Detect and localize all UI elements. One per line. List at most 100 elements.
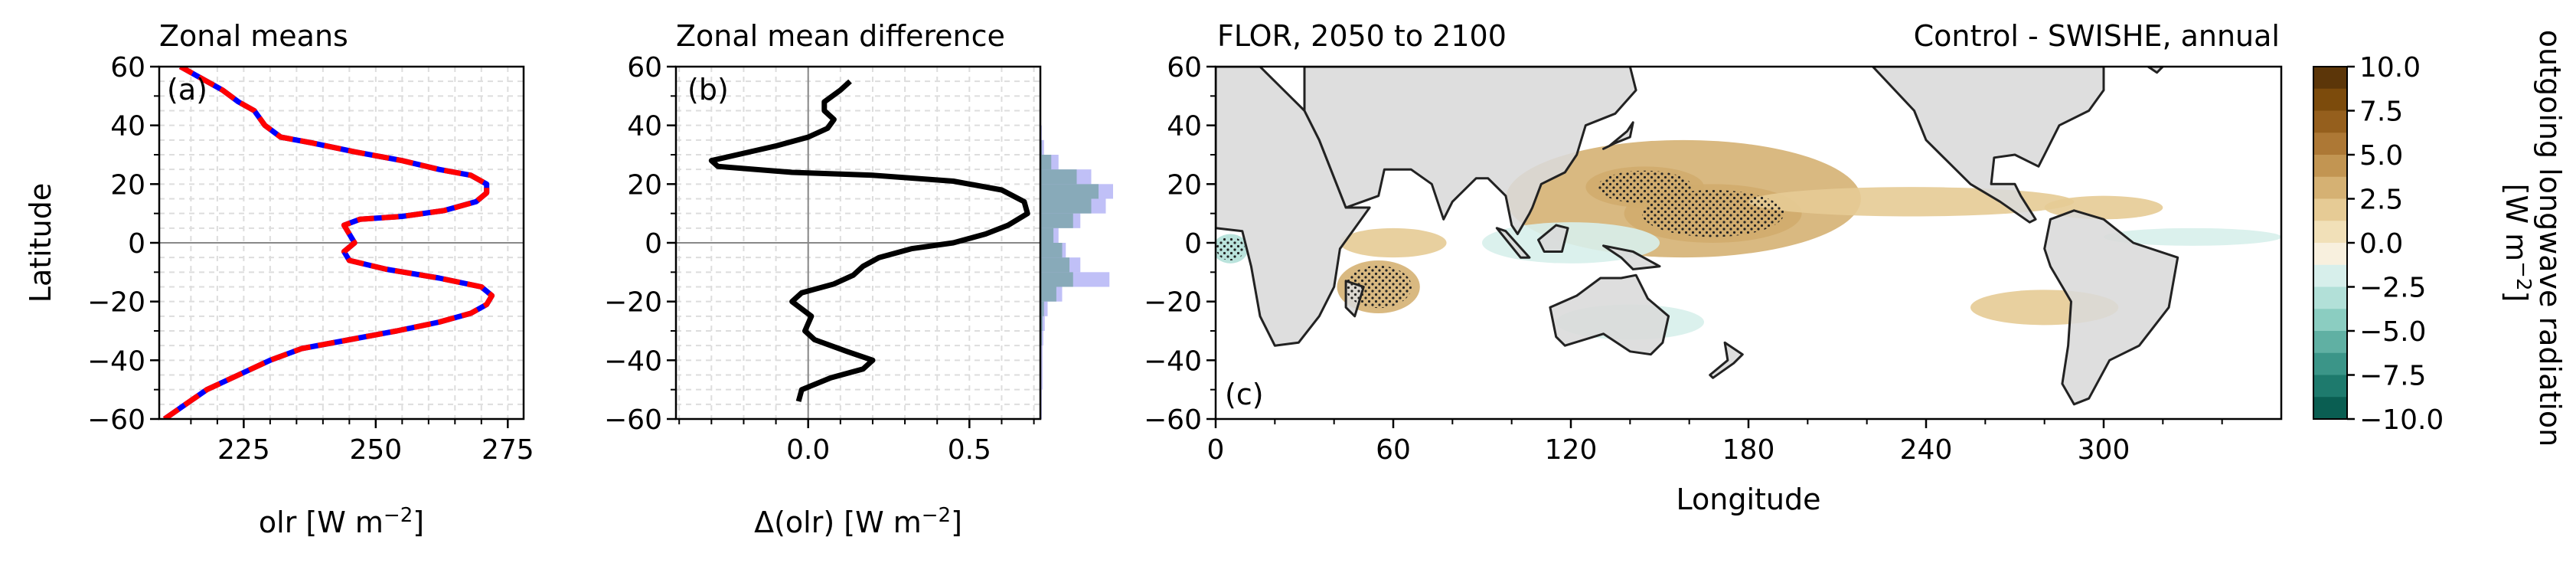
colorbar-cell — [2313, 88, 2347, 112]
panel-a-title: Zonal means — [159, 19, 348, 53]
panel-a-ylabel: Latitude — [24, 183, 57, 303]
histogram-bar-gray — [1040, 155, 1052, 170]
histogram-bar-gray — [1040, 169, 1077, 185]
significance-stippling — [1345, 265, 1412, 309]
y-tick-label: 40 — [1167, 111, 1202, 142]
panel-b: 0.0 0.5 −60 −40 −20 0 20 40 60 Zonal mean differ… — [604, 19, 1113, 539]
x-tick-label: 120 — [1545, 434, 1598, 466]
colorbar-cell — [2313, 243, 2347, 266]
panel-c-ticks: 0 60 120 180 240 300 −60 −40 −20 0 20 40 60 — [1144, 52, 2223, 466]
x-tick-label: 180 — [1722, 434, 1775, 466]
difference-line-1 — [708, 79, 1030, 402]
panel-a-xlabel-tail: ] — [413, 506, 424, 539]
y-tick-label: 40 — [627, 111, 662, 142]
x-tick-label: 275 — [482, 434, 534, 466]
colorbar-tick-label: 5.0 — [2359, 140, 2403, 172]
series-line-2 — [162, 67, 495, 419]
colorbar-tick-label: 0.0 — [2359, 228, 2403, 260]
colorbar-cell — [2313, 286, 2347, 309]
x-tick-label: 0 — [1207, 434, 1225, 466]
y-tick-label: −60 — [1144, 404, 1202, 436]
panel-c: 0 60 120 180 240 300 −60 −40 −20 0 20 40 60 FLOR, 20… — [1144, 19, 2283, 516]
histogram-bar-gray — [1040, 257, 1069, 273]
panel-b-histogram — [1040, 125, 1113, 419]
negative-anomaly — [2104, 227, 2281, 246]
landmass-sumatra — [1495, 227, 1531, 259]
colorbar-tick-label: 10.0 — [2359, 52, 2421, 83]
histogram-bar-gray — [1040, 243, 1063, 258]
x-tick-label: 0.0 — [786, 434, 830, 466]
panel-c-title-left: FLOR, 2050 to 2100 — [1217, 19, 1507, 53]
map-land — [1216, 67, 2179, 406]
panel-b-grid — [676, 67, 1040, 419]
y-tick-label: 20 — [627, 169, 662, 201]
x-tick-label: 240 — [1900, 434, 1953, 466]
colorbar-cell — [2313, 221, 2347, 244]
colorbar-cell — [2313, 397, 2347, 420]
landmass-australia — [1549, 273, 1670, 356]
colorbar: 10.0 7.5 5.0 2.5 0.0 −2.5 −5.0 −7.5 −10.0 outgoi… — [2313, 30, 2567, 457]
histogram-bar-gray — [1040, 286, 1056, 302]
colorbar-cell — [2313, 155, 2347, 178]
colorbar-cell — [2313, 352, 2347, 376]
y-tick-label: 20 — [1167, 169, 1202, 201]
x-tick-label: 0.5 — [948, 434, 991, 466]
colorbar-label: outgoing longwave radiation [W m−2] — [2499, 30, 2567, 457]
landmass-greenland-edge — [2147, 67, 2164, 74]
colorbar-cell — [2313, 67, 2347, 90]
colorbar-tick-label: 7.5 — [2359, 97, 2403, 128]
landmass-south-america — [2043, 209, 2179, 406]
colorbar-label-line2: [W m−2] — [2499, 184, 2535, 303]
colorbar-label-line2-tail: ] — [2499, 291, 2533, 303]
y-tick-label: 60 — [1167, 52, 1202, 83]
panel-c-label: (c) — [1225, 378, 1264, 411]
colorbar-cell — [2313, 133, 2347, 155]
panel-b-ticks: 0.0 0.5 −60 −40 −20 0 20 40 60 — [604, 52, 1035, 466]
panel-a-xlabel-main: olr [W m — [259, 506, 384, 539]
histogram-bar-blue — [1040, 360, 1043, 375]
panel-a-xlabel: olr [W m−2] — [259, 504, 424, 539]
y-tick-label: −60 — [87, 404, 145, 436]
panel-b-xlabel-tail: ] — [951, 506, 962, 539]
panel-b-xlabel-main: Δ(olr) [W m — [754, 506, 922, 539]
colorbar-tick-label: −7.5 — [2359, 361, 2426, 392]
y-tick-label: 0 — [645, 228, 662, 260]
significance-stippling — [1641, 189, 1784, 237]
colorbar-tick-label: −2.5 — [2359, 273, 2426, 304]
panel-a-xlabel-exp: −2 — [384, 504, 413, 527]
x-tick-label: 300 — [2078, 434, 2130, 466]
y-tick-label: 60 — [627, 52, 662, 83]
panel-a-grid — [159, 67, 524, 419]
x-tick-label: 250 — [349, 434, 402, 466]
colorbar-cell — [2313, 110, 2347, 133]
y-tick-label: −20 — [1144, 287, 1202, 319]
histogram-bar-blue — [1040, 375, 1043, 390]
panel-b-xlabel-exp: −2 — [922, 504, 951, 527]
y-tick-label: −20 — [604, 287, 662, 319]
y-tick-label: −60 — [604, 404, 662, 436]
y-tick-label: 40 — [110, 111, 145, 142]
landmass-north-america — [1871, 67, 2105, 224]
significance-stippling — [1216, 237, 1245, 260]
map-stippling — [1216, 170, 1784, 309]
colorbar-cells — [2313, 67, 2347, 420]
colorbar-tick-label: −5.0 — [2359, 316, 2426, 348]
histogram-bar-gray — [1040, 198, 1092, 214]
colorbar-cell — [2313, 331, 2347, 354]
panel-c-title-right: Control - SWISHE, annual — [1914, 19, 2280, 53]
landmass-japan — [1602, 121, 1634, 150]
y-tick-label: 0 — [128, 228, 145, 260]
y-tick-label: 20 — [110, 169, 145, 201]
histogram-bar-gray — [1040, 213, 1073, 228]
y-tick-label: −40 — [604, 345, 662, 377]
panel-c-xlabel: Longitude — [1677, 483, 1821, 516]
colorbar-ticks: 10.0 7.5 5.0 2.5 0.0 −2.5 −5.0 −7.5 −10.0 — [2347, 52, 2444, 436]
y-tick-label: −40 — [1144, 345, 1202, 377]
colorbar-cell — [2313, 176, 2347, 200]
histogram-bar-gray — [1040, 184, 1099, 199]
colorbar-tick-label: −10.0 — [2359, 404, 2444, 436]
panel-b-label: (b) — [687, 73, 729, 106]
colorbar-cell — [2313, 309, 2347, 332]
colorbar-tick-label: 2.5 — [2359, 185, 2403, 216]
landmass-eurasia — [1303, 67, 1637, 235]
